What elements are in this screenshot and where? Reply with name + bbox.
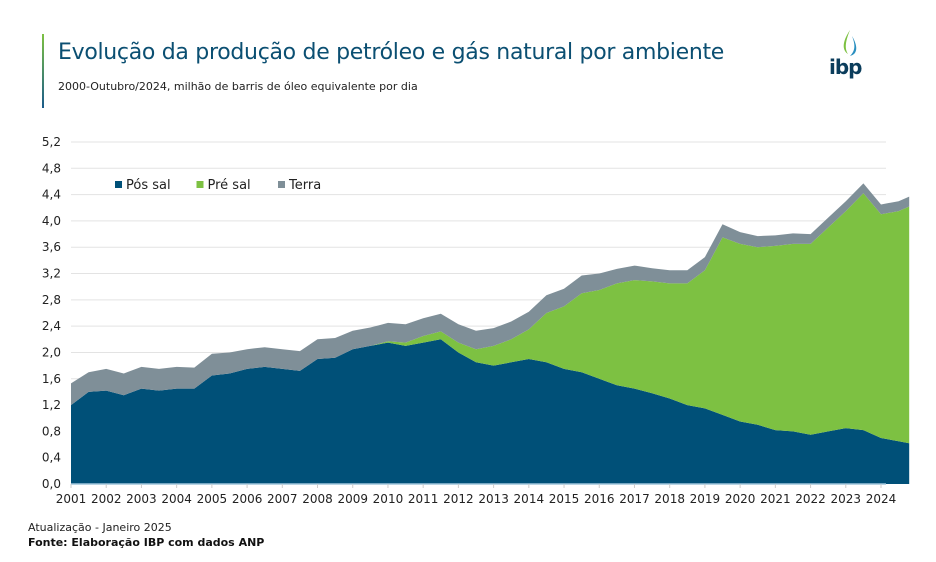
legend-label: Terra: [288, 178, 321, 193]
x-tick-label: 2002: [91, 492, 122, 506]
y-tick-label: 0,0: [42, 477, 61, 491]
y-tick-label: 5,2: [42, 135, 61, 149]
legend-swatch: [115, 181, 122, 188]
x-tick-label: 2024: [866, 492, 897, 506]
x-tick-label: 2001: [56, 492, 87, 506]
y-tick-label: 1,6: [42, 372, 61, 386]
legend-swatch: [196, 181, 204, 188]
area-pr-sal: [71, 193, 910, 444]
legend-label: Pré sal: [208, 178, 251, 193]
y-tick-label: 4,0: [42, 214, 61, 228]
y-tick-label: 2,0: [42, 345, 61, 359]
x-tick-label: 2011: [408, 492, 439, 506]
x-tick-label: 2017: [619, 492, 650, 506]
x-tick-label: 2023: [831, 492, 862, 506]
x-tick-label: 2016: [584, 492, 615, 506]
chart-title: Evolução da produção de petróleo e gás n…: [58, 40, 725, 65]
x-tick-label: 2013: [478, 492, 509, 506]
x-tick-label: 2022: [795, 492, 826, 506]
source-note: Fonte: Elaboração IBP com dados ANP: [28, 536, 265, 549]
x-tick-label: 2006: [232, 492, 263, 506]
accent-bar: [42, 34, 44, 108]
y-tick-label: 4,8: [42, 161, 61, 175]
x-tick-label: 2019: [690, 492, 721, 506]
legend-swatch: [278, 181, 285, 188]
x-tick-label: 2020: [725, 492, 756, 506]
ibp-logo-drop-icon: [843, 30, 857, 56]
x-tick-label: 2018: [654, 492, 685, 506]
x-tick-label: 2021: [760, 492, 791, 506]
update-note: Atualização - Janeiro 2025: [28, 521, 172, 534]
area-terra: [71, 183, 910, 406]
y-tick-label: 1,2: [42, 398, 61, 412]
y-tick-label: 2,4: [42, 319, 61, 333]
y-tick-label: 4,4: [42, 188, 61, 202]
area-p-s-sal: [71, 339, 910, 484]
y-tick-label: 0,4: [42, 451, 61, 465]
x-tick-label: 2015: [549, 492, 580, 506]
legend-label: Pós sal: [126, 178, 171, 193]
ibp-logo: ibp: [829, 55, 862, 79]
x-tick-label: 2014: [514, 492, 545, 506]
x-tick-label: 2012: [443, 492, 474, 506]
y-tick-label: 3,2: [42, 267, 61, 281]
y-tick-label: 2,8: [42, 293, 61, 307]
x-tick-label: 2007: [267, 492, 298, 506]
chart-subtitle: 2000-Outubro/2024, milhão de barris de ó…: [58, 80, 418, 93]
x-tick-label: 2009: [337, 492, 368, 506]
x-tick-label: 2010: [373, 492, 404, 506]
x-tick-label: 2008: [302, 492, 333, 506]
x-tick-label: 2005: [197, 492, 228, 506]
x-tick-label: 2004: [161, 492, 192, 506]
x-tick-label: 2003: [126, 492, 157, 506]
y-tick-label: 3,6: [42, 240, 61, 254]
y-tick-label: 0,8: [42, 424, 61, 438]
